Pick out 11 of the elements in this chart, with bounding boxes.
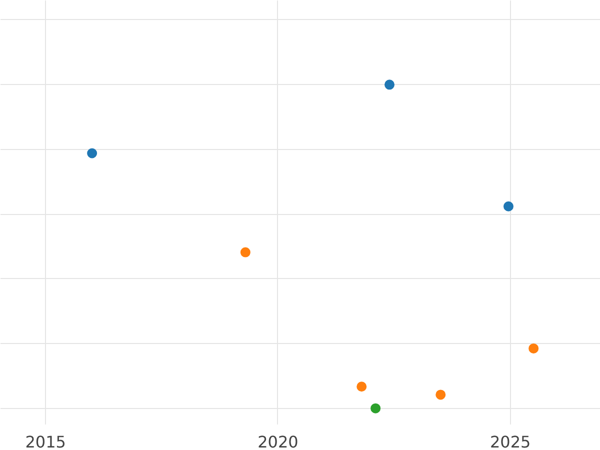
point bbox=[356, 382, 367, 392]
point bbox=[384, 80, 394, 90]
point bbox=[436, 390, 446, 400]
x-tick-label: 2025 bbox=[490, 432, 531, 450]
point bbox=[528, 343, 539, 354]
point bbox=[503, 201, 514, 212]
point bbox=[240, 247, 250, 258]
point bbox=[370, 403, 381, 414]
x-tick-label: 2015 bbox=[25, 432, 66, 450]
x-tick-label: 2020 bbox=[258, 432, 298, 450]
point bbox=[87, 148, 98, 158]
